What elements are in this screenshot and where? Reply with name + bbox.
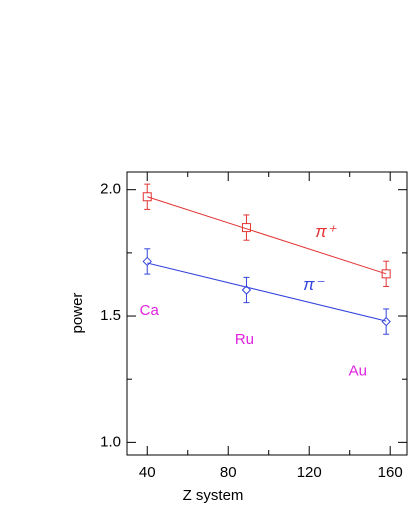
data-point bbox=[381, 316, 391, 327]
x-tick-label: 80 bbox=[220, 464, 237, 481]
annotation: π⁻ bbox=[303, 275, 325, 294]
data-point bbox=[241, 223, 251, 233]
fit-line bbox=[147, 262, 387, 322]
data-point bbox=[241, 285, 252, 295]
data-point bbox=[381, 269, 391, 279]
x-tick-label: 120 bbox=[297, 464, 322, 481]
data-point bbox=[142, 192, 152, 202]
fit-line bbox=[147, 196, 387, 275]
x-tick-label: 40 bbox=[139, 464, 156, 481]
data-point bbox=[142, 256, 152, 267]
annotation: Ru bbox=[235, 331, 254, 348]
annotation: Au bbox=[349, 363, 367, 380]
y-tick-label: 1.5 bbox=[100, 307, 121, 324]
x-tick-label: 160 bbox=[378, 464, 403, 481]
plot-frame bbox=[126, 171, 408, 456]
y-tick-label: 2.0 bbox=[100, 181, 121, 198]
annotation: π⁺ bbox=[315, 222, 337, 241]
y-tick-label: 1.0 bbox=[100, 433, 121, 450]
y-axis-label: power bbox=[69, 293, 86, 334]
annotation: Ca bbox=[140, 302, 160, 319]
x-axis-label: Z system bbox=[183, 487, 244, 504]
